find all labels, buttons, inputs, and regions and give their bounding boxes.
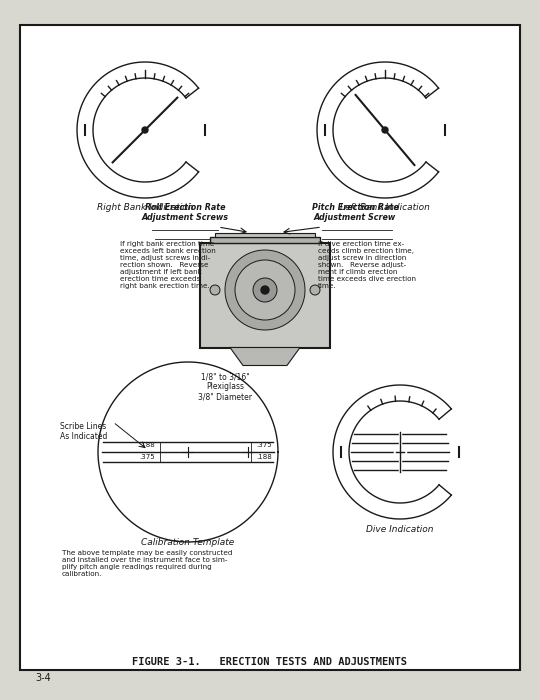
Text: If right bank erection time
exceeds left bank erection
time, adjust screws in di: If right bank erection time exceeds left…	[120, 241, 216, 289]
Text: If dive erection time ex-
ceeds climb erection time,
adjust screw in direction
s: If dive erection time ex- ceeds climb er…	[318, 241, 416, 289]
Text: Pitch Erection Rate
Adjustment Screw: Pitch Erection Rate Adjustment Screw	[312, 202, 399, 222]
Text: Right Bank Indication: Right Bank Indication	[97, 203, 193, 212]
Text: The above template may be easily constructed
and installed over the instrument f: The above template may be easily constru…	[62, 550, 233, 577]
Text: .375: .375	[139, 454, 155, 460]
Text: Dive Indication: Dive Indication	[366, 525, 434, 534]
Text: Calibration Template: Calibration Template	[141, 538, 234, 547]
Text: 3-4: 3-4	[35, 673, 51, 683]
Circle shape	[310, 285, 320, 295]
Circle shape	[210, 285, 220, 295]
Bar	[215, 232, 315, 237]
Circle shape	[253, 278, 277, 302]
Text: .375: .375	[256, 442, 272, 448]
Text: .188: .188	[139, 442, 155, 448]
Circle shape	[225, 250, 305, 330]
Bar	[200, 242, 330, 347]
Circle shape	[142, 127, 148, 133]
Text: 1/8" to 3/16"
Plexiglass
3/8" Diameter: 1/8" to 3/16" Plexiglass 3/8" Diameter	[198, 372, 252, 402]
Circle shape	[382, 127, 388, 133]
Text: .188: .188	[256, 454, 272, 460]
Text: Left Bank Indication: Left Bank Indication	[340, 203, 430, 212]
Text: FIGURE 3-1.   ERECTION TESTS AND ADJUSTMENTS: FIGURE 3-1. ERECTION TESTS AND ADJUSTMEN…	[132, 657, 408, 667]
Circle shape	[235, 260, 295, 320]
Circle shape	[261, 286, 269, 294]
Bar	[210, 237, 320, 242]
Polygon shape	[230, 347, 300, 365]
Text: Scribe Lines
As Indicated: Scribe Lines As Indicated	[60, 422, 107, 442]
Text: Roll Erection Rate
Adjustment Screws: Roll Erection Rate Adjustment Screws	[141, 202, 228, 222]
